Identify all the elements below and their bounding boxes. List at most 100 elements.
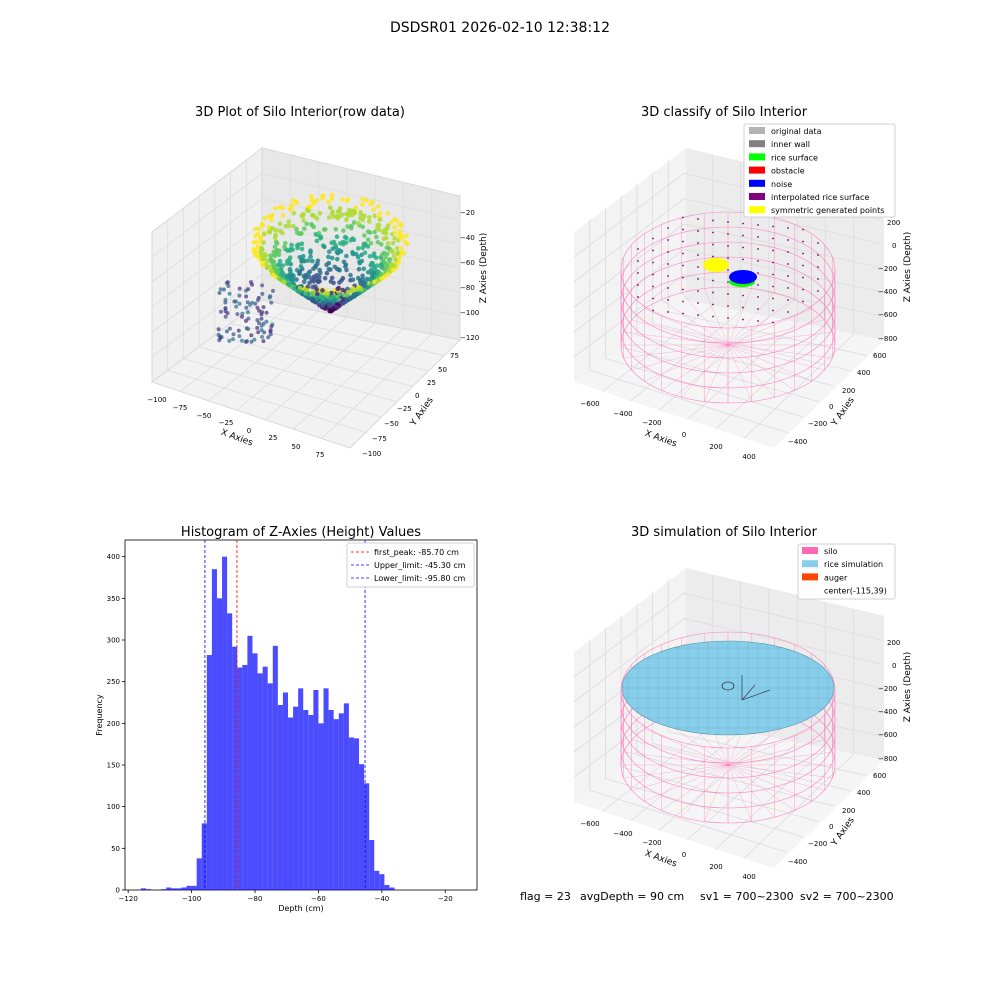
raw-point [333,242,338,248]
histogram-bar [343,703,349,890]
classify-y-tick: −400 [788,438,807,446]
histogram-bar [333,719,339,890]
raw-point [367,219,372,224]
raw-point [261,305,266,310]
raw-point [234,304,239,309]
interpolated-point [667,251,669,253]
raw-point [308,254,313,259]
raw-point [323,298,329,303]
simulation-y-ticks: −400 −200 0 200 400 600 [788,772,886,866]
interpolated-point [637,296,639,298]
grid-line [686,742,798,841]
raw-point [318,270,323,276]
interpolated-point [817,278,819,280]
raw-point [403,239,408,245]
classify-legend-swatch [749,193,765,200]
raw-point [244,294,249,299]
raw-point [351,220,357,225]
interpolated-point [757,284,759,286]
interpolated-point [817,266,819,268]
interpolated-point [742,222,744,225]
raw-point [396,259,402,265]
raw-point [358,210,364,215]
raw-point [227,338,232,343]
interpolated-point [637,284,639,286]
raw-point [356,266,362,272]
histogram-bar [257,673,263,890]
interpolated-point [637,260,639,262]
simulation-y-tick: −200 [808,840,827,848]
raw-point [314,238,320,244]
silo-floor-spoke [727,288,752,346]
silo-floor-spoke [727,331,833,346]
interpolated-point [802,300,804,303]
histogram-bar [277,705,283,890]
raw-point [360,196,366,202]
raw-point [348,225,354,231]
raw-point [371,207,376,212]
interpolated-point [712,303,714,306]
raw-point [344,253,349,259]
histogram-legend-label: Upper_limit: -45.30 cm [374,561,466,570]
simulation-x-tick: −400 [613,830,632,838]
grid-line [715,748,826,850]
grid-line [658,736,770,831]
classify-legend-label: interpolated rice surface [771,193,869,202]
classify-y-label: Y Axies [829,395,857,428]
histogram-bar [353,738,360,890]
silo-floor-spoke [623,764,729,779]
histogram-bar [232,646,238,890]
raw-point [269,226,275,231]
raw-point [345,197,351,202]
interpolated-point [682,216,684,219]
histogram-bar [222,556,228,890]
classify-legend-swatch [749,127,765,134]
raw-point [315,258,321,264]
raw-point [269,324,274,329]
raw-point [299,230,304,236]
classify-z-tick: −800 [878,335,897,343]
raw-point [389,248,395,254]
raw-point [257,321,261,326]
grid-line [573,198,685,283]
raw-point [294,277,299,282]
histogram-bar [252,653,258,890]
raw-point [390,240,396,246]
interpolated-point [652,237,654,240]
histogram-bar [227,613,233,890]
raw-point [271,288,275,293]
silo-floor-spoke [661,764,729,811]
histogram-bar [171,888,177,890]
raw-point [344,217,349,222]
grid-line [743,753,854,859]
raw-point [340,197,345,202]
histogram-x-tick-label: −100 [182,895,201,903]
raw-point [326,254,331,260]
raw-point [365,237,371,242]
histogram-bar [206,655,212,890]
silo-floor-spoke [681,292,729,346]
histogram-bar [318,723,324,890]
raw-point [384,235,389,241]
interpolated-point [727,269,729,271]
classify-legend-swatch [749,206,765,214]
classify-legend-swatch [749,140,765,148]
silo-floor-spoke [727,292,775,346]
raw-point [231,337,235,342]
grid-line [589,789,788,853]
classify-legend-label: obstacle [771,167,805,176]
histogram-bar [364,783,370,890]
raw-point [362,213,367,219]
simulation-legend-swatch [802,573,818,581]
silo-floor-spoke [727,319,825,346]
grid-line [683,592,883,641]
raw-point [390,267,396,273]
raw-point [392,217,397,222]
interpolated-point [652,273,654,276]
silo-floor-spoke [727,751,833,766]
silo-floor-spoke [704,344,729,402]
grid-line [636,754,835,807]
interpolated-point [682,276,684,279]
interpolated-point [772,273,774,276]
raw-point [219,309,223,314]
